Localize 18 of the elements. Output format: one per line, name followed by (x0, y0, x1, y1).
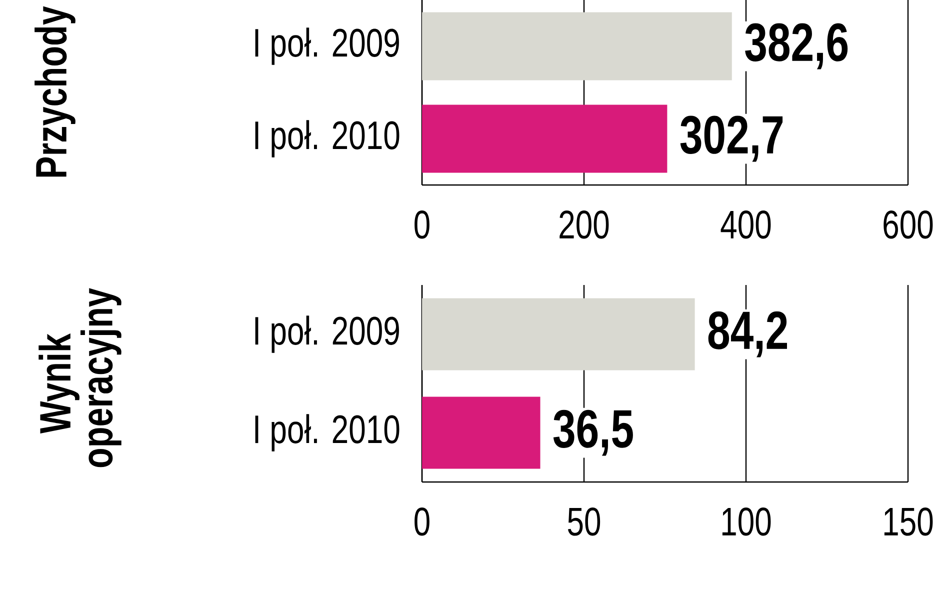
data-label: 302,7 (680, 116, 783, 162)
y-axis-title: Przychody (34, 6, 76, 177)
x-tick-label: 0 (414, 210, 430, 239)
x-tick-label: 150 (884, 508, 933, 536)
x-tick-label: 200 (560, 210, 609, 239)
y-tick-label: I poł. 2010 (255, 120, 400, 158)
x-tick-label: 100 (722, 508, 771, 536)
x-tick-label: 400 (720, 210, 771, 239)
data-label: 382,6 (745, 23, 848, 70)
data-label: 84,2 (708, 311, 787, 358)
x-tick-label: 50 (568, 508, 600, 536)
y-tick-label: I poł. 2009 (255, 28, 399, 65)
y-axis-title: Wynik operacyjny (38, 288, 122, 468)
data-label: 36,5 (553, 410, 633, 456)
x-tick-label: 600 (884, 210, 933, 239)
x-tick-label: 0 (414, 508, 430, 536)
y-tick-label: I poł. 2009 (255, 316, 399, 353)
y-tick-label: I poł. 2010 (255, 414, 400, 452)
